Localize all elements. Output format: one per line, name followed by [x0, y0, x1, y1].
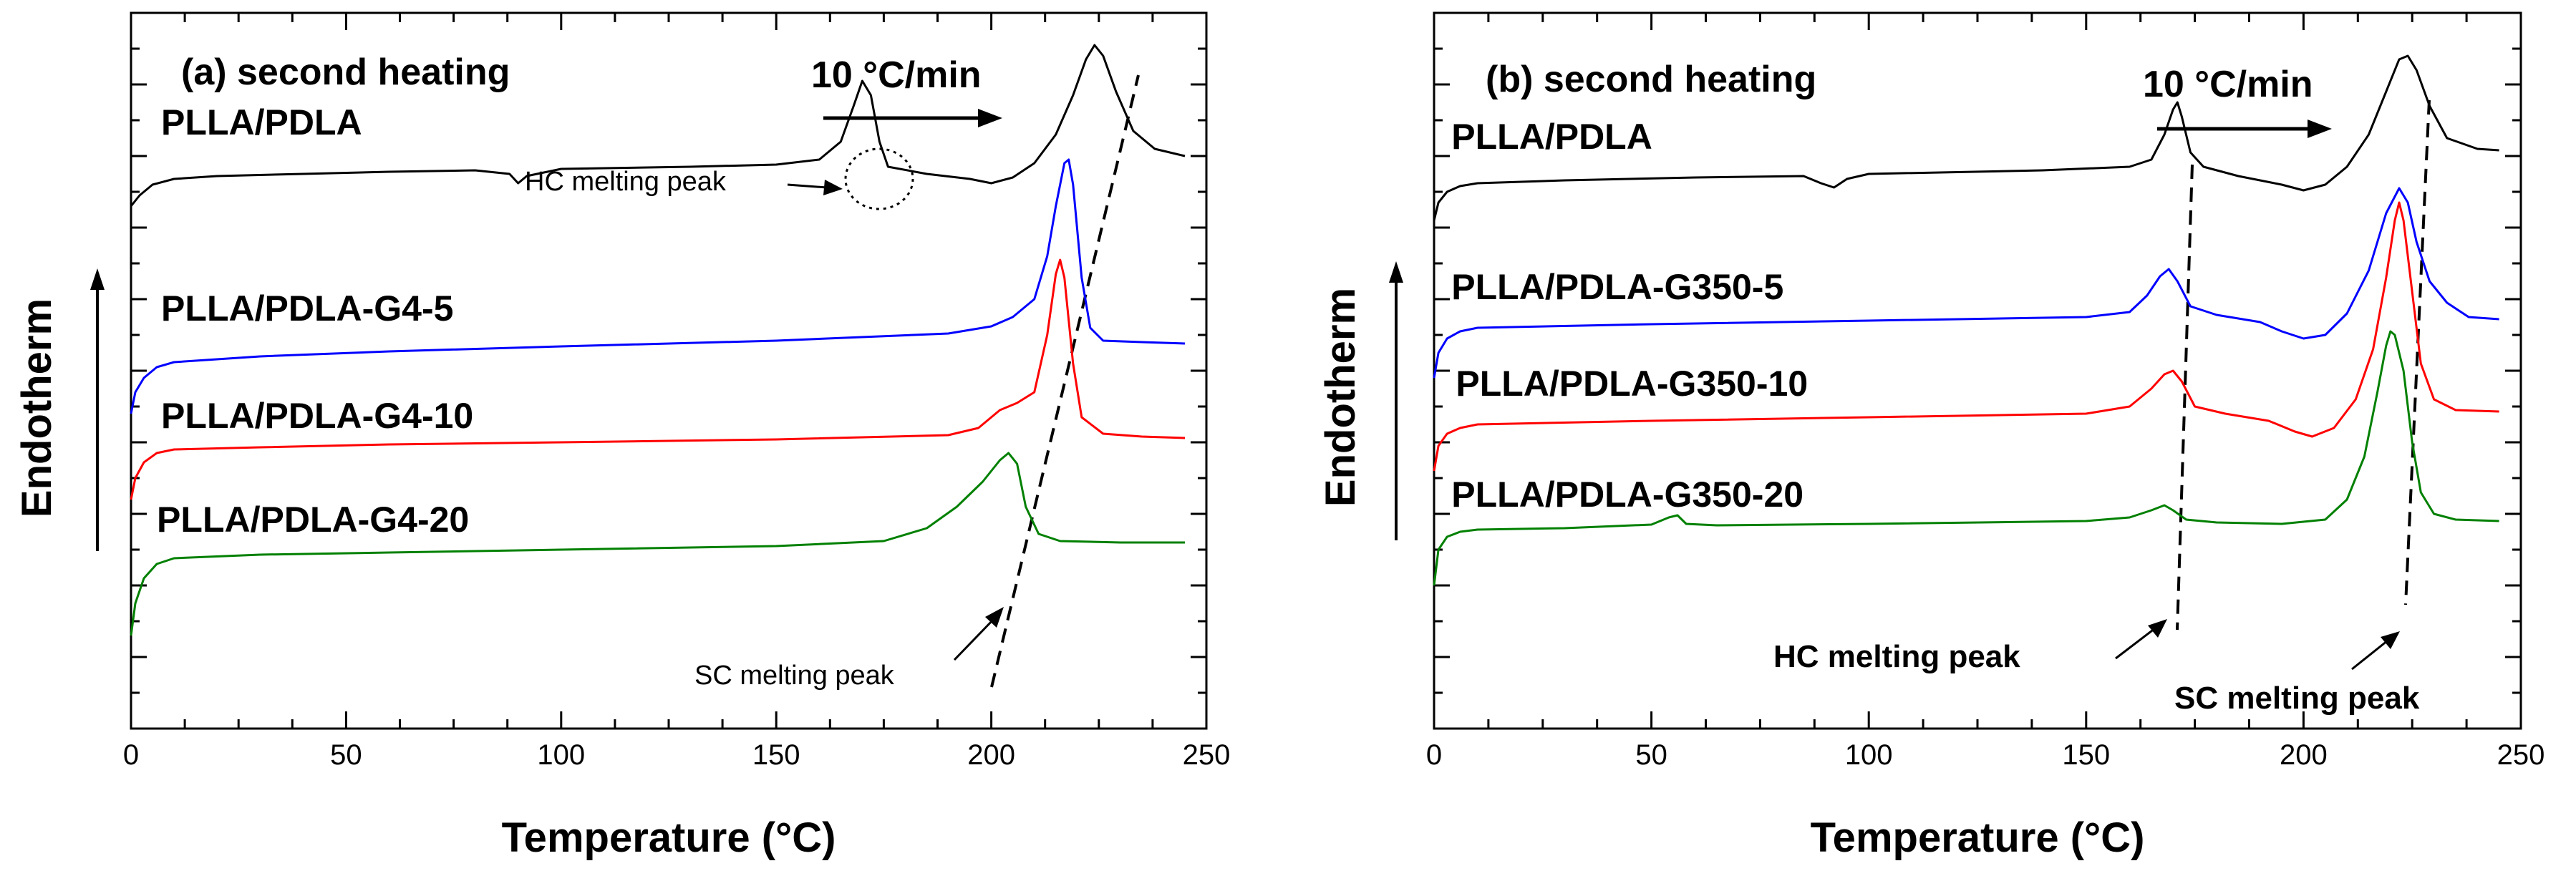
y-axis-title: Endotherm [1317, 288, 1364, 507]
sc-guide-dashed-line [990, 74, 1140, 688]
x-tick-label: 0 [1426, 739, 1442, 771]
hc-melting-peak-label: HC melting peak [525, 167, 727, 197]
hc-guide-dashed-line [2176, 164, 2194, 631]
x-tick-label: 250 [2497, 739, 2545, 771]
series-label: PLLA/PDLA-G4-20 [157, 500, 469, 540]
series-line-plla-pdla-g4-20 [130, 452, 1185, 636]
sc-guide-dashed-line [2404, 99, 2431, 605]
x-tick-label: 250 [1183, 739, 1231, 771]
series-line-plla-pdla-g4-5 [130, 158, 1186, 414]
series-line-plla-pdla-g350-20 [1433, 330, 2499, 586]
guide-lines [844, 74, 1140, 688]
panel-title: (a) second heating [181, 52, 510, 93]
y-axis-title: Endotherm [14, 298, 60, 517]
series-group [130, 44, 1186, 636]
series-line-plla-pdla-g350-5 [1433, 187, 2499, 379]
series-group [1433, 54, 2499, 586]
x-tick-label: 150 [2062, 739, 2110, 771]
x-tick-labels: 0 50 100 150 200 250 [1426, 739, 2545, 771]
x-tick-label: 50 [330, 739, 362, 771]
hc-peak-circle [844, 147, 914, 210]
panel-title: (b) second heating [1486, 59, 1816, 100]
hc-arrow-icon [2115, 619, 2167, 660]
tick-marks [130, 11, 1208, 730]
x-tick-labels: 0 50 100 150 200 250 [123, 739, 1231, 771]
series-label: PLLA/PDLA-G350-5 [1451, 267, 1783, 307]
series-label: PLLA/PDLA-G350-10 [1456, 364, 1808, 404]
series-labels: PLLA/PDLA PLLA/PDLA-G4-5 PLLA/PDLA-G4-10 PL… [157, 102, 473, 540]
guide-lines [2176, 99, 2431, 631]
heating-rate-label: 10 °C/min [2143, 64, 2313, 105]
series-label: PLLA/PDLA-G350-20 [1451, 474, 1803, 515]
up-arrow-icon [90, 268, 105, 551]
sc-arrow-icon [2351, 631, 2400, 671]
series-labels: PLLA/PDLA PLLA/PDLA-G350-5 PLLA/PDLA-G350-… [1451, 117, 1808, 515]
series-label: PLLA/PDLA [161, 102, 362, 142]
tick-marks [1433, 11, 2522, 730]
series-line-plla-pdla [130, 44, 1186, 207]
hc-arrow-icon [787, 180, 843, 195]
sc-arrow-icon [953, 607, 1004, 661]
x-tick-label: 100 [537, 739, 585, 771]
series-line-plla-pdla-g4-10 [130, 258, 1186, 500]
sc-melting-peak-label: SC melting peak [694, 661, 895, 691]
x-tick-label: 50 [1635, 739, 1667, 771]
up-arrow-icon [1389, 261, 1403, 540]
x-axis-title: Temperature (°C) [1811, 814, 2145, 861]
x-tick-label: 200 [2280, 739, 2328, 771]
x-tick-label: 150 [752, 739, 800, 771]
right-arrow-icon [2157, 120, 2332, 138]
series-line-plla-pdla [1433, 54, 2499, 221]
panel-a: 0 50 100 150 200 250 PLLA/PDLAPLLA/PDLA-G4-5P… [14, 11, 1231, 861]
heating-rate-label: 10 °C/min [811, 54, 982, 96]
sc-melting-peak-label: SC melting peak [2174, 681, 2420, 716]
x-tick-label: 100 [1845, 739, 1893, 771]
series-label: PLLA/PDLA [1451, 117, 1652, 157]
series-line-plla-pdla-g350-10 [1433, 201, 2499, 472]
hc-melting-peak-label: HC melting peak [1773, 639, 2020, 674]
x-axis-title: Temperature (°C) [502, 814, 836, 861]
right-arrow-icon [823, 109, 1002, 127]
panel-b: 0 50 100 150 200 250 PLLA/PDLA PLLA/PDLA-G350-… [1317, 11, 2545, 861]
series-label: PLLA/PDLA-G4-5 [161, 288, 453, 328]
x-tick-label: 200 [967, 739, 1015, 771]
x-tick-label: 0 [123, 739, 139, 771]
series-label: PLLA/PDLA-G4-10 [161, 396, 473, 436]
